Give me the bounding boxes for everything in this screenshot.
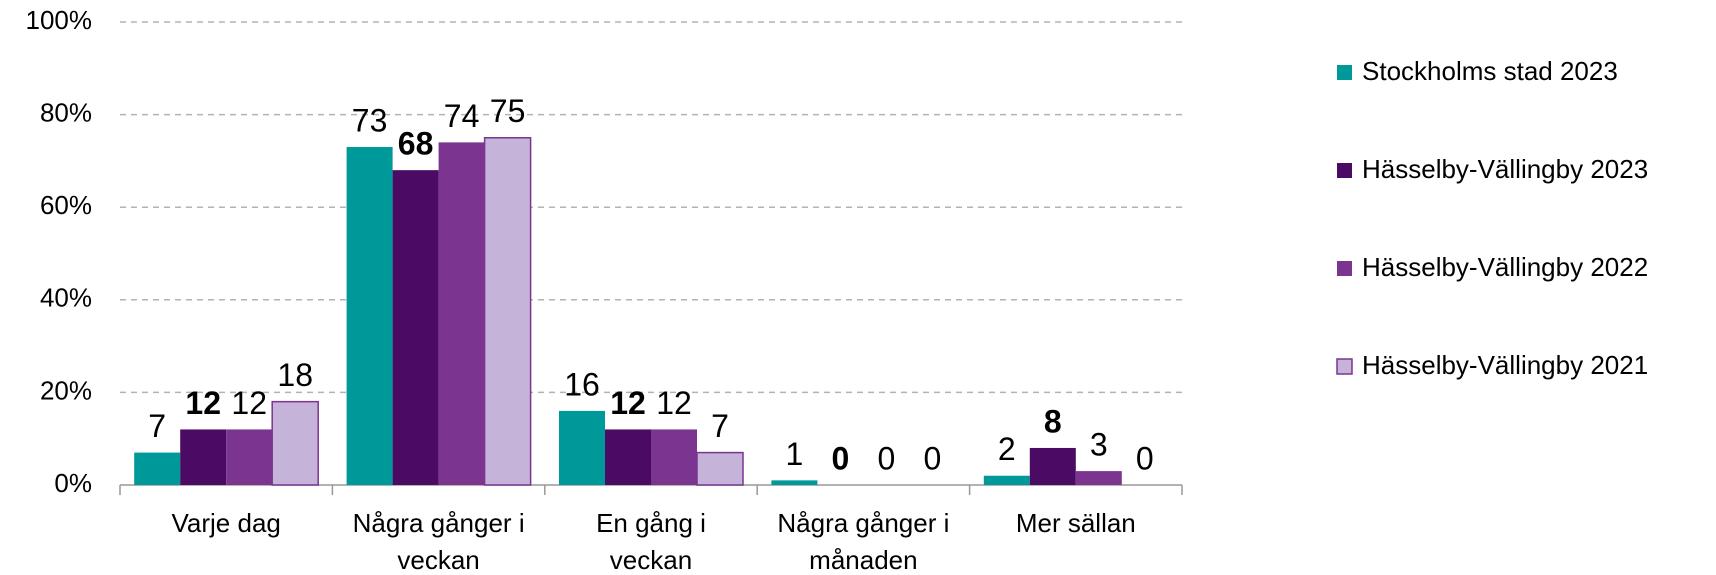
data-label: 75 [490, 93, 526, 129]
bar [1075, 471, 1122, 485]
bar [271, 400, 319, 486]
data-label: 74 [444, 98, 480, 134]
bar [651, 429, 697, 485]
data-label: 68 [398, 126, 434, 162]
y-tick-label: 40% [40, 283, 92, 313]
data-label: 0 [924, 440, 942, 476]
bar [438, 142, 485, 485]
bar [771, 480, 818, 485]
legend-swatch [1337, 163, 1352, 178]
y-tick-label: 60% [40, 190, 92, 220]
data-label: 0 [878, 440, 896, 476]
x-tick-label: Några gånger i veckan [352, 508, 525, 575]
x-tick-label: En gång i veckan [596, 508, 706, 575]
y-tick-label: 20% [40, 375, 92, 405]
bar [180, 429, 227, 485]
data-label: 0 [1136, 440, 1154, 476]
y-tick-label: 100% [26, 5, 93, 35]
bar [483, 137, 532, 486]
x-tick-label: Varje dag [171, 508, 281, 538]
bar [605, 429, 651, 485]
data-label: 12 [231, 385, 267, 421]
data-label: 73 [352, 102, 388, 138]
legend-label: Hässelby-Vällingby 2022 [1362, 252, 1648, 282]
y-tick-label: 0% [54, 468, 92, 498]
bar [346, 147, 393, 485]
data-label: 0 [832, 440, 850, 476]
data-label: 1 [786, 436, 804, 472]
bar [559, 410, 605, 485]
data-label: 3 [1090, 427, 1108, 463]
data-label: 7 [148, 408, 166, 444]
legend-label: Hässelby-Vällingby 2023 [1362, 154, 1648, 184]
bar [983, 475, 1030, 485]
legend-swatch [1337, 261, 1352, 276]
y-tick-label: 80% [40, 97, 92, 127]
bar [1029, 447, 1076, 485]
bar [696, 451, 744, 486]
data-label: 2 [998, 431, 1016, 467]
bar [226, 429, 273, 485]
data-label: 12 [610, 385, 646, 421]
data-label: 12 [185, 385, 221, 421]
data-label: 7 [711, 408, 729, 444]
legend-swatch [1336, 358, 1353, 375]
legend-label: Hässelby-Vällingby 2021 [1362, 350, 1648, 380]
bar [392, 170, 439, 485]
data-label: 8 [1044, 403, 1062, 439]
legend-swatch [1337, 65, 1352, 80]
bar [134, 452, 181, 485]
x-tick-label: Mer sällan [1015, 508, 1136, 538]
legend-label: Stockholms stad 2023 [1362, 56, 1618, 86]
data-label: 12 [656, 385, 692, 421]
x-tick-label: Några gånger i månaden [777, 508, 950, 575]
data-label: 16 [564, 366, 600, 402]
data-label: 18 [277, 357, 313, 393]
